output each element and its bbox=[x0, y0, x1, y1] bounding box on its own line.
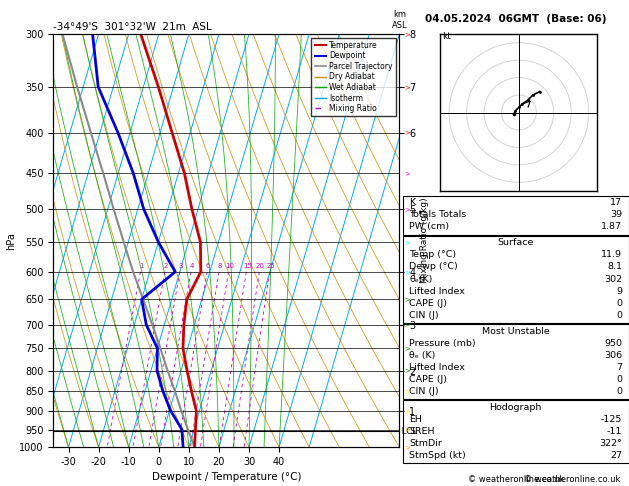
Text: 2: 2 bbox=[164, 263, 168, 269]
Text: CAPE (J): CAPE (J) bbox=[409, 375, 447, 384]
Text: km
ASL: km ASL bbox=[392, 11, 407, 30]
Text: >: > bbox=[404, 346, 410, 351]
Text: 6: 6 bbox=[206, 263, 210, 269]
Text: >: > bbox=[404, 31, 410, 37]
Text: 950: 950 bbox=[604, 339, 622, 347]
Text: 20: 20 bbox=[256, 263, 265, 269]
Text: -125: -125 bbox=[601, 415, 622, 424]
Text: Temp (°C): Temp (°C) bbox=[409, 250, 457, 260]
Text: >: > bbox=[404, 170, 410, 176]
Text: © weatheronline.co.uk: © weatheronline.co.uk bbox=[467, 474, 564, 484]
Text: 9: 9 bbox=[616, 287, 622, 295]
Text: Totals Totals: Totals Totals bbox=[409, 210, 467, 220]
Text: >: > bbox=[404, 296, 410, 302]
Text: SREH: SREH bbox=[409, 427, 435, 436]
Text: 8: 8 bbox=[218, 263, 222, 269]
Text: Lifted Index: Lifted Index bbox=[409, 287, 465, 295]
Text: CAPE (J): CAPE (J) bbox=[409, 298, 447, 308]
Text: 10: 10 bbox=[225, 263, 234, 269]
Bar bbox=[403, 196, 629, 235]
Text: StmDir: StmDir bbox=[409, 439, 442, 448]
Text: 4: 4 bbox=[190, 263, 194, 269]
Text: 302: 302 bbox=[604, 275, 622, 283]
Text: 27: 27 bbox=[610, 451, 622, 460]
Text: >: > bbox=[404, 427, 410, 433]
Text: 15: 15 bbox=[243, 263, 252, 269]
Text: LCL: LCL bbox=[399, 427, 417, 436]
Text: kt: kt bbox=[442, 32, 451, 41]
Text: Pressure (mb): Pressure (mb) bbox=[409, 339, 476, 347]
Text: >: > bbox=[404, 130, 410, 136]
Text: 0: 0 bbox=[616, 311, 622, 320]
Text: K: K bbox=[409, 198, 416, 208]
Text: 0: 0 bbox=[616, 375, 622, 384]
Text: >: > bbox=[404, 239, 410, 245]
Text: 11.9: 11.9 bbox=[601, 250, 622, 260]
Text: θₑ (K): θₑ (K) bbox=[409, 350, 436, 360]
Text: 1: 1 bbox=[139, 263, 144, 269]
Text: Hodograph: Hodograph bbox=[489, 402, 542, 412]
Text: >: > bbox=[404, 408, 410, 414]
Text: 8.1: 8.1 bbox=[607, 262, 622, 272]
Text: >: > bbox=[404, 84, 410, 90]
Text: Dewp (°C): Dewp (°C) bbox=[409, 262, 458, 272]
Text: StmSpd (kt): StmSpd (kt) bbox=[409, 451, 466, 460]
X-axis label: Dewpoint / Temperature (°C): Dewpoint / Temperature (°C) bbox=[152, 472, 301, 483]
Text: 322°: 322° bbox=[599, 439, 622, 448]
Text: 0: 0 bbox=[616, 298, 622, 308]
Text: >: > bbox=[404, 444, 410, 450]
Text: 25: 25 bbox=[266, 263, 275, 269]
Text: 3: 3 bbox=[179, 263, 183, 269]
Text: θₑ(K): θₑ(K) bbox=[409, 275, 433, 283]
Text: CIN (J): CIN (J) bbox=[409, 387, 439, 396]
Text: 7: 7 bbox=[616, 363, 622, 372]
Text: 1.87: 1.87 bbox=[601, 223, 622, 231]
Text: >: > bbox=[404, 388, 410, 394]
Bar bbox=[403, 236, 629, 323]
Text: -34°49'S  301°32'W  21m  ASL: -34°49'S 301°32'W 21m ASL bbox=[53, 22, 212, 32]
Text: CIN (J): CIN (J) bbox=[409, 311, 439, 320]
Text: >: > bbox=[404, 269, 410, 275]
Text: >: > bbox=[404, 322, 410, 328]
Text: Most Unstable: Most Unstable bbox=[482, 327, 550, 335]
Text: PW (cm): PW (cm) bbox=[409, 223, 450, 231]
Text: 306: 306 bbox=[604, 350, 622, 360]
Text: 17: 17 bbox=[610, 198, 622, 208]
Text: 39: 39 bbox=[610, 210, 622, 220]
Text: 0: 0 bbox=[616, 387, 622, 396]
Bar bbox=[403, 400, 629, 463]
Bar bbox=[403, 324, 629, 399]
Text: Surface: Surface bbox=[498, 238, 534, 247]
Text: 04.05.2024  06GMT  (Base: 06): 04.05.2024 06GMT (Base: 06) bbox=[425, 14, 606, 24]
Text: Lifted Index: Lifted Index bbox=[409, 363, 465, 372]
Text: EH: EH bbox=[409, 415, 422, 424]
Text: >: > bbox=[404, 206, 410, 212]
Y-axis label: hPa: hPa bbox=[6, 232, 16, 249]
Legend: Temperature, Dewpoint, Parcel Trajectory, Dry Adiabat, Wet Adiabat, Isotherm, Mi: Temperature, Dewpoint, Parcel Trajectory… bbox=[311, 38, 396, 116]
Text: >: > bbox=[404, 367, 410, 374]
Text: © weatheronline.co.uk: © weatheronline.co.uk bbox=[524, 474, 621, 484]
Y-axis label: Mixing Ratio (g/kg): Mixing Ratio (g/kg) bbox=[420, 198, 428, 283]
Text: -11: -11 bbox=[607, 427, 622, 436]
